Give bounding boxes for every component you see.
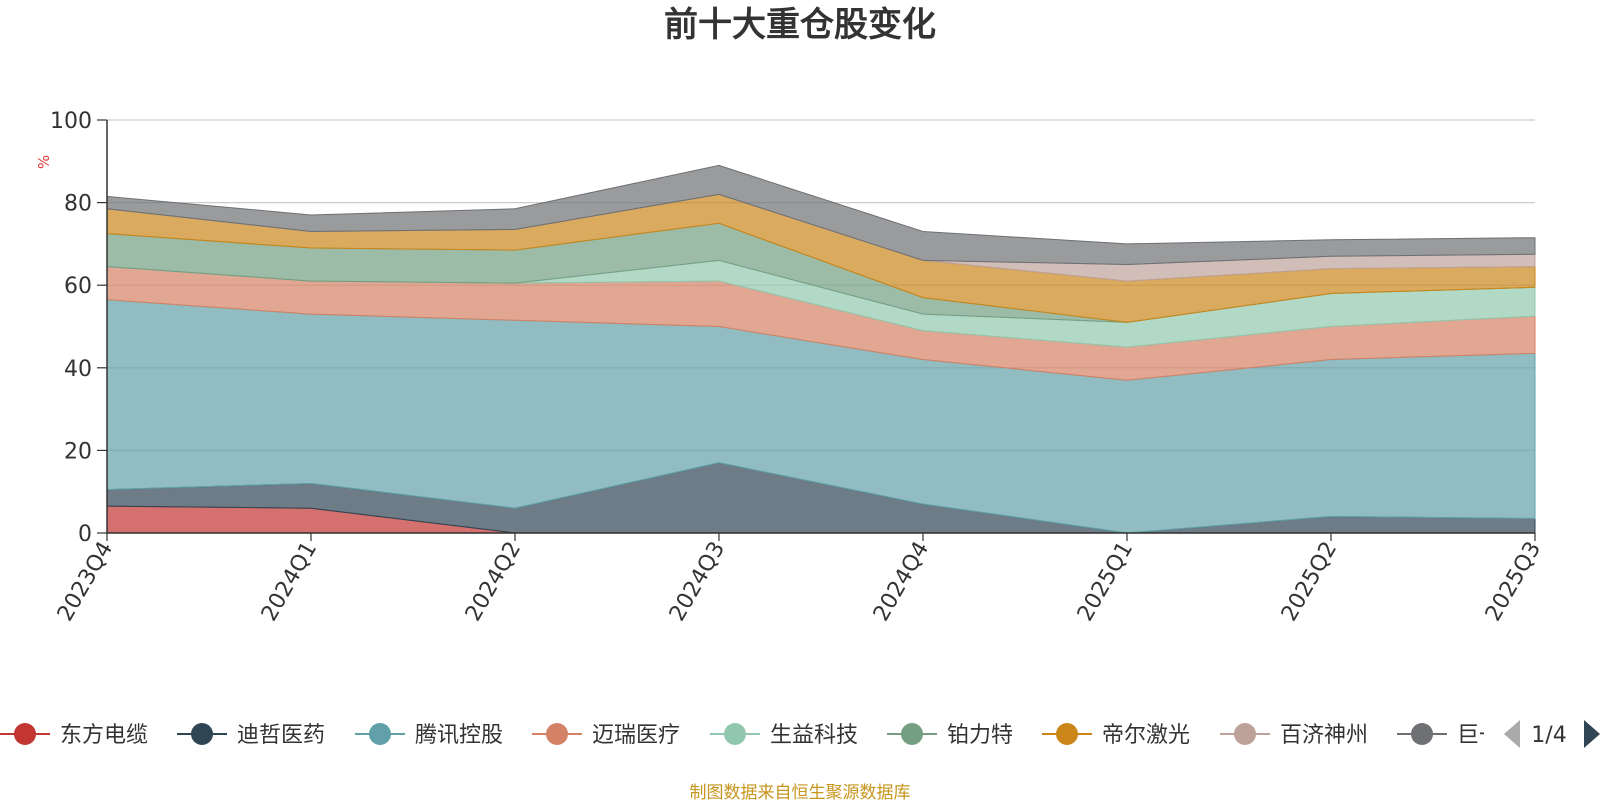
legend-label: 铂力特 xyxy=(947,723,1013,748)
legend-item[interactable]: 帝尔激光 xyxy=(1042,723,1190,748)
legend-marker xyxy=(14,723,36,745)
legend-label: 帝尔激光 xyxy=(1102,723,1190,748)
legend-marker xyxy=(1234,723,1256,745)
legend-label: 巨一科技 xyxy=(1457,723,1545,748)
y-axis-unit: % xyxy=(35,155,53,169)
legend-marker xyxy=(369,723,391,745)
legend-item[interactable]: 东方电缆 xyxy=(0,723,148,748)
legend-marker xyxy=(724,723,746,745)
y-tick-label: 0 xyxy=(78,522,92,547)
legend-next-arrow-icon[interactable] xyxy=(1584,720,1600,748)
legend-marker xyxy=(191,723,213,745)
legend-item[interactable]: 巨一科技 xyxy=(1397,723,1545,748)
x-tick-label: 2025Q1 xyxy=(1073,538,1138,626)
legend-marker xyxy=(546,723,568,745)
legend-item[interactable]: 百济神州 xyxy=(1220,723,1368,748)
y-tick-label: 100 xyxy=(50,109,92,134)
legend-item[interactable]: 迈瑞医疗 xyxy=(532,723,680,748)
legend-marker xyxy=(901,723,923,745)
x-tick-label: 2023Q4 xyxy=(53,538,118,626)
chart-title: 前十大重仓股变化 xyxy=(664,5,936,45)
legend-item[interactable]: 铂力特 xyxy=(887,723,1013,748)
x-tick-label: 2024Q3 xyxy=(665,538,730,626)
legend-label: 迈瑞医疗 xyxy=(592,723,680,748)
legend-label: 东方电缆 xyxy=(60,723,148,748)
x-tick-label: 2024Q4 xyxy=(869,538,934,626)
legend-label: 生益科技 xyxy=(770,723,858,748)
legend-prev-arrow-icon[interactable] xyxy=(1504,720,1520,748)
area-series xyxy=(106,164,1536,534)
legend-item[interactable]: 生益科技 xyxy=(710,723,858,748)
y-tick-label: 80 xyxy=(64,192,92,217)
legend-item[interactable]: 腾讯控股 xyxy=(355,723,503,748)
y-tick-label: 40 xyxy=(64,357,92,382)
x-tick-label: 2025Q3 xyxy=(1481,538,1546,626)
source-note: 制图数据来自恒生聚源数据库 xyxy=(689,783,911,803)
y-tick-label: 60 xyxy=(64,274,92,299)
x-tick-label: 2025Q2 xyxy=(1277,538,1342,626)
legend-label: 百济神州 xyxy=(1280,723,1368,748)
legend-label: 腾讯控股 xyxy=(415,723,503,748)
legend-page-indicator: 1/4 xyxy=(1531,723,1566,748)
x-tick-label: 2024Q2 xyxy=(461,538,526,626)
y-tick-label: 20 xyxy=(64,439,92,464)
area-巨一科技 xyxy=(106,164,1536,266)
legend: 东方电缆 迪哲医药 腾讯控股 迈瑞医疗 生益科技 铂力特 帝尔激光 百济神州 巨一科技 1/4 xyxy=(0,720,1600,748)
legend-item[interactable]: 迪哲医药 xyxy=(177,723,325,748)
legend-marker xyxy=(1056,723,1078,745)
legend-label: 迪哲医药 xyxy=(237,723,325,748)
legend-marker xyxy=(1411,723,1433,745)
x-tick-label: 2024Q1 xyxy=(257,538,322,626)
